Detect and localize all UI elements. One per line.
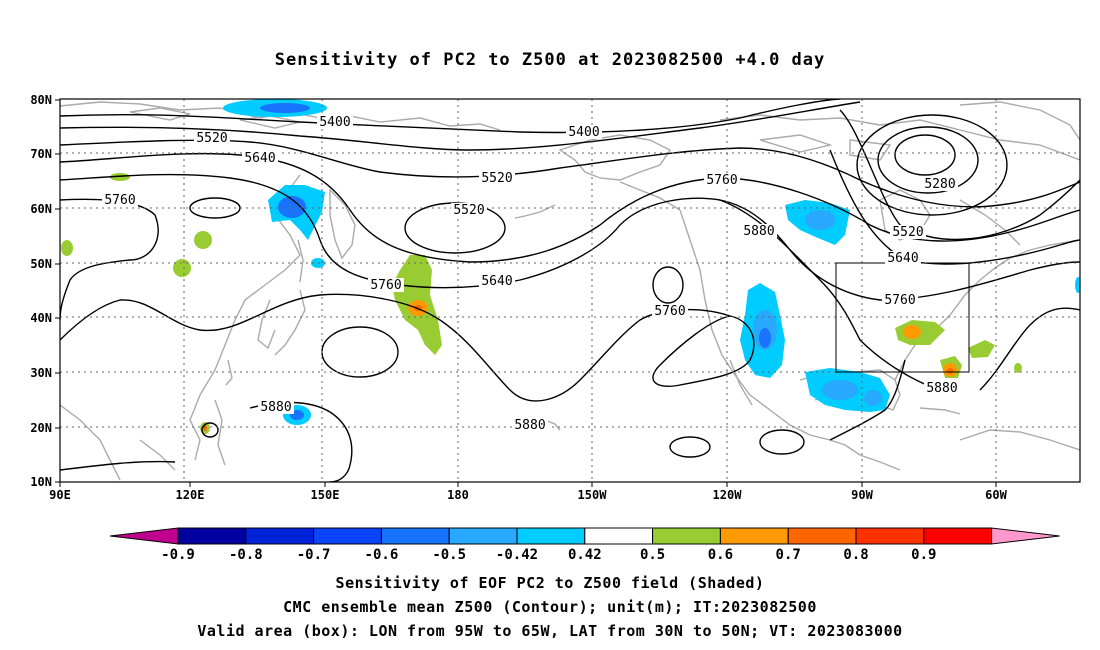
lon-tick-label: 180 <box>447 488 469 502</box>
map-background <box>60 99 1080 482</box>
colorbar-label: 0.42 <box>568 547 602 563</box>
colorbar-left-arrow <box>109 527 179 545</box>
contour-label: 5400 <box>568 125 599 140</box>
colorbar-segment <box>313 527 382 545</box>
colorbar-segment <box>245 527 315 545</box>
colorbar-segment <box>584 527 654 545</box>
contour-labels: 5400 5400 5520 5520 5520 5520 5640 5640 5640 5760… <box>102 115 960 433</box>
contour-label: 5760 <box>370 278 401 293</box>
footer-line-2: CMC ensemble mean Z500 (Contour); unit(m… <box>283 598 817 616</box>
contour-label: 5880 <box>926 381 957 396</box>
footer-line-1: Sensitivity of EOF PC2 to Z500 field (Sh… <box>335 574 765 592</box>
lat-tick-label: 50N <box>30 257 52 271</box>
lat-tick-label: 60N <box>30 202 52 216</box>
lat-tick-label: 80N <box>30 93 52 107</box>
colorbar-label: -0.6 <box>365 547 399 563</box>
colorbar-label: 0.5 <box>640 547 665 563</box>
colorbar-right-arrow <box>991 527 1060 545</box>
colorbar-segment <box>380 527 450 545</box>
lat-tick-label: 30N <box>30 366 52 380</box>
colorbar-label: 0.7 <box>776 547 801 563</box>
lat-tick-label: 70N <box>30 147 52 161</box>
colorbar-label: -0.9 <box>161 547 195 563</box>
colorbar-segment <box>719 527 789 545</box>
colorbar-segment <box>177 527 247 545</box>
colorbar-label: -0.7 <box>297 547 331 563</box>
sensitivity-shading <box>61 99 1080 434</box>
colorbar-segment <box>787 527 857 545</box>
lon-tick-label: 90W <box>851 488 873 502</box>
map-frame <box>59 98 1081 483</box>
lon-tick-label: 120E <box>176 488 205 502</box>
contour-label: 5640 <box>481 274 512 289</box>
lon-tick-label: 120W <box>713 488 743 502</box>
colorbar-label: 0.6 <box>708 547 733 563</box>
lon-tick-label: 150E <box>311 488 340 502</box>
lat-tick-label: 20N <box>30 421 52 435</box>
chart-title: Sensitivity of PC2 to Z500 at 2023082500… <box>274 50 826 70</box>
contour-label: 5520 <box>481 171 512 186</box>
contour-label: 5400 <box>319 115 350 130</box>
colorbar-segment <box>516 527 586 545</box>
contour-label: 5760 <box>884 293 915 308</box>
longitude-axis: 90E 120E 150E 180 150W 120W 90W 60W <box>49 482 1008 502</box>
contour-label: 5280 <box>924 177 955 192</box>
lon-tick-label: 60W <box>985 488 1007 502</box>
contour-label: 5880 <box>260 400 291 415</box>
lat-tick-label: 10N <box>30 475 52 489</box>
colorbar-label: 0.9 <box>911 547 936 563</box>
colorbar: -0.9 -0.8 -0.7 -0.6 -0.5 -0.42 0.42 0.5 0.6 0.7 0.… <box>109 527 1060 563</box>
colorbar-label: -0.5 <box>432 547 466 563</box>
colorbar-segment <box>652 527 721 545</box>
contour-label: 5760 <box>706 173 737 188</box>
contour-label: 5520 <box>196 131 227 146</box>
contour-label: 5520 <box>892 225 923 240</box>
colorbar-segment <box>923 527 993 545</box>
contour-label: 5640 <box>244 151 275 166</box>
lon-tick-label: 150W <box>578 488 608 502</box>
colorbar-label: -0.8 <box>229 547 263 563</box>
lon-tick-label: 90E <box>49 488 71 502</box>
colorbar-segment <box>855 527 925 545</box>
graticule <box>60 99 1080 482</box>
contour-label: 5760 <box>104 193 135 208</box>
colorbar-label: 0.8 <box>843 547 868 563</box>
contour-label: 5520 <box>453 203 484 218</box>
contour-label: 5640 <box>887 251 918 266</box>
contour-label: 5880 <box>743 224 774 239</box>
contour-label: 5880 <box>514 418 545 433</box>
lat-tick-label: 40N <box>30 311 52 325</box>
colorbar-segment <box>448 527 518 545</box>
latitude-axis: 80N 70N 60N 50N 40N 30N 20N 10N <box>30 93 60 489</box>
footer-line-3: Valid area (box): LON from 95W to 65W, L… <box>197 622 903 640</box>
contour-label: 5760 <box>654 304 685 319</box>
colorbar-label: -0.42 <box>496 547 538 563</box>
